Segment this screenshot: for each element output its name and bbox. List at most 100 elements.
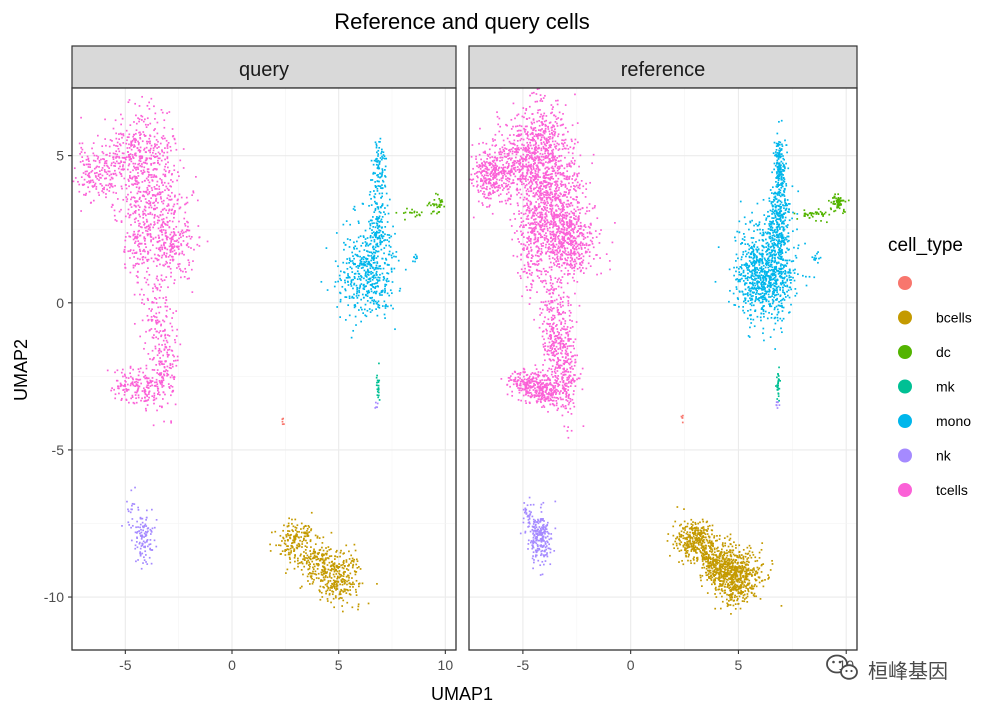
data-point (147, 252, 149, 255)
data-point (551, 182, 554, 185)
data-point (570, 222, 573, 225)
data-point (151, 308, 153, 311)
data-point (377, 166, 380, 168)
data-point (483, 193, 486, 196)
data-point (491, 184, 494, 186)
data-point (372, 172, 375, 175)
data-point (321, 546, 323, 549)
data-point (197, 225, 200, 227)
data-point (159, 250, 162, 252)
data-point (488, 180, 491, 183)
data-point (342, 575, 345, 578)
data-point (542, 141, 545, 144)
data-point (142, 169, 145, 172)
data-point (103, 186, 106, 189)
data-point (143, 390, 146, 393)
data-point (353, 283, 355, 286)
data-point (159, 357, 161, 359)
data-point (158, 255, 161, 257)
data-point (174, 234, 177, 237)
data-point (185, 236, 188, 238)
data-point (331, 583, 334, 585)
y-tick-label: -5 (52, 442, 65, 458)
data-point (157, 201, 159, 204)
data-point (578, 235, 580, 238)
data-point (517, 113, 520, 116)
data-point (289, 547, 292, 550)
data-point (309, 563, 312, 565)
data-point (524, 148, 527, 151)
data-point (154, 156, 157, 158)
data-point (581, 244, 584, 246)
data-point (493, 191, 496, 194)
data-point (136, 384, 139, 386)
data-point (575, 256, 578, 259)
data-point (476, 171, 479, 173)
data-point (347, 565, 349, 567)
data-point (367, 602, 370, 605)
data-point (377, 206, 379, 209)
data-point (518, 124, 521, 127)
data-point (155, 139, 158, 141)
data-point (312, 581, 315, 583)
data-point (495, 181, 498, 183)
data-point (174, 252, 177, 255)
data-point (88, 175, 91, 177)
data-point (558, 226, 560, 229)
data-point (553, 181, 556, 183)
data-point (324, 568, 327, 570)
data-point (533, 195, 536, 198)
data-point (170, 198, 173, 201)
data-point (323, 578, 326, 581)
data-point (532, 188, 535, 191)
data-point (164, 147, 166, 149)
data-point (384, 291, 386, 294)
data-point (533, 121, 536, 124)
data-point (171, 220, 174, 223)
data-point (287, 553, 290, 556)
data-point (565, 229, 568, 232)
data-point (129, 367, 132, 369)
data-point (154, 297, 156, 299)
data-point (134, 252, 136, 254)
data-point (567, 148, 570, 150)
data-point (534, 146, 537, 148)
data-point (324, 558, 327, 561)
data-point (362, 236, 365, 239)
data-point (532, 212, 535, 215)
data-point (156, 206, 158, 209)
data-point (327, 581, 330, 584)
data-point (537, 137, 539, 140)
data-point (166, 365, 169, 368)
data-point (135, 560, 137, 563)
data-point (536, 193, 539, 196)
data-point (562, 113, 564, 115)
data-point (131, 396, 134, 399)
data-point (376, 402, 379, 405)
data-point (176, 328, 179, 331)
data-point (537, 144, 540, 147)
data-point (355, 579, 358, 582)
data-point (436, 206, 438, 209)
data-point (576, 251, 579, 254)
data-point (539, 213, 542, 216)
data-point (366, 282, 369, 285)
data-point (366, 300, 369, 302)
data-point (130, 526, 132, 529)
data-point (143, 239, 146, 242)
data-point (115, 137, 118, 140)
data-point (475, 155, 477, 158)
data-point (186, 277, 189, 280)
data-point (371, 219, 373, 222)
data-point (145, 330, 147, 333)
data-point (310, 572, 312, 575)
data-point (573, 146, 575, 149)
data-point (131, 502, 134, 505)
data-point (550, 213, 553, 215)
data-point (574, 292, 576, 295)
data-point (505, 175, 507, 178)
data-point (146, 260, 149, 262)
data-point (173, 378, 175, 381)
data-point (354, 209, 356, 211)
